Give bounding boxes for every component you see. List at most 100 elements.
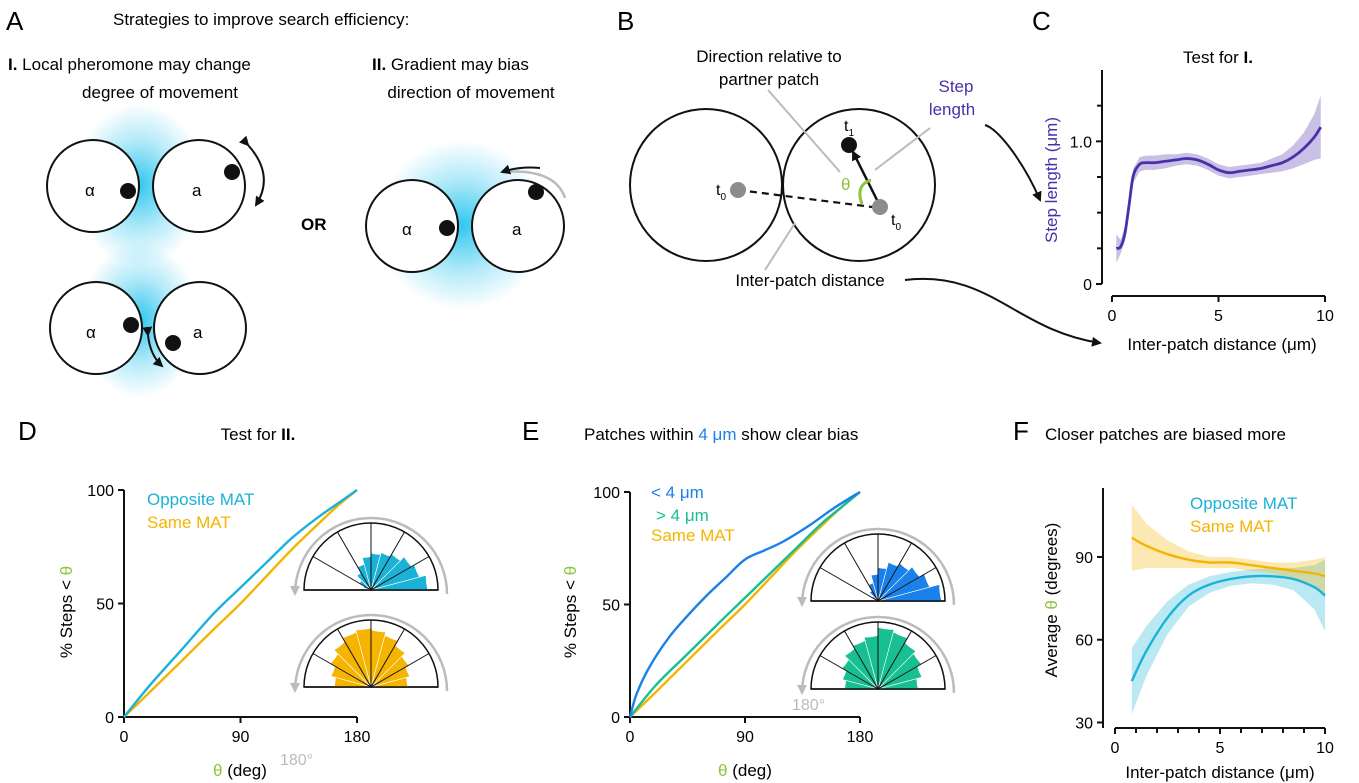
rose-spoke [877,630,912,690]
series-line-step [1115,126,1322,250]
patch-dot [224,164,240,180]
t1-label: t1 [844,118,854,139]
connector-arrow [904,277,1102,347]
rose-spoke [844,542,879,602]
panel-f-title: Closer patches are biased more [1045,425,1286,444]
step-arrow [851,150,882,207]
series-line-gt4 [629,491,861,718]
panel-label-c: C [1032,6,1051,36]
panel-d-x-label: θ (deg) [213,761,267,780]
panel-a: Strategies to improve search efficiency:… [8,10,567,398]
y-tick-label: 100 [593,485,620,502]
strategy-1-line-1: I. Local pheromone may change [8,55,251,74]
theta-label: θ [841,175,850,194]
rose-direction-arrow [290,613,449,693]
patch-dot [120,183,136,199]
x-tick-label: 10 [1316,308,1334,325]
rose-spoke [877,655,937,690]
series-line-same [123,489,358,718]
confidence-band [1131,504,1325,596]
rose-spoke [312,556,372,591]
x-tick-label: 10 [1316,740,1334,757]
position-t0 [730,182,746,198]
panel-e-x-label: θ (deg) [718,761,772,780]
directional-arrow [500,164,541,175]
direction-label-line-2: partner patch [719,70,819,89]
series-line-lt4 [628,490,861,718]
alpha-label: α [85,181,95,200]
legend-opposite-mat: Opposite MAT [147,490,254,509]
panel-c-title: Test for I. [1183,48,1253,67]
rose-spoke [337,628,372,688]
panel-label-e: E [522,416,539,446]
panel-c-x-label: Inter-patch distance (μm) [1127,335,1316,354]
rose-direction-arrow [290,516,449,596]
y-tick-label: 1.0 [1070,134,1092,151]
x-tick-label: 180 [847,729,874,746]
patch-dot [165,335,181,351]
rose-spoke [337,531,372,591]
rose-spoke [370,531,405,591]
a-label: a [193,323,203,342]
y-tick-label: 100 [87,483,114,500]
alpha-label: α [402,220,412,239]
panel-d-axes: 0 90 180 0 50 100 [87,483,449,746]
y-tick-label: 50 [96,597,114,614]
movement-arrow [238,135,265,207]
rose-spoke [312,653,372,688]
x-tick-label: 0 [120,729,129,746]
a-label: a [192,181,202,200]
strategy-1-line-2: degree of movement [82,83,238,102]
panel-label-d: D [18,416,37,446]
cell-alpha [46,139,140,233]
theta-arc [858,178,872,205]
movement-arrow [142,326,164,368]
panel-f-y-label: Average θ (degrees) [1042,523,1061,678]
strategy-2-line-2: direction of movement [387,83,555,102]
panel-e-axes: 0 90 180 0 50 100 [593,485,956,746]
step-label-line-2: length [929,100,975,119]
rose-spoke [819,567,879,602]
cell-left [629,108,783,262]
series-line-opposite [1130,574,1326,682]
series-line-opposite [123,489,358,718]
t0-label: t0 [716,182,726,203]
position-t0 [872,199,888,215]
panel-d: Test for II. 0 90 180 0 50 100 θ (deg) % Step… [57,425,449,780]
rose-spoke [370,653,430,688]
directional-arrow [501,170,567,199]
panel-c-y-label: Step length (μm) [1042,117,1061,243]
y-tick-label: 30 [1075,715,1093,732]
position-t1 [841,137,857,153]
cell-right [782,108,936,262]
legend-gt4: > 4 μm [656,506,709,525]
x-tick-label: 0 [626,729,635,746]
y-tick-label: 60 [1075,633,1093,650]
confidence-band [1131,559,1325,715]
panel-d-title: Test for II. [221,425,296,444]
x-tick-label: 0 [1111,740,1120,757]
y-tick-label: 0 [105,710,114,727]
legend-opposite-mat: Opposite MAT [1190,494,1297,513]
panel-e: Patches within 4 μm show clear bias 0 90 1… [561,425,956,780]
panel-label-f: F [1013,416,1029,446]
patch-dot [439,220,455,236]
panel-a-title: Strategies to improve search efficiency: [113,10,409,29]
y-tick-label: 90 [1075,550,1093,567]
step-label-line-1: Step [939,77,974,96]
rose-spoke [819,655,879,690]
inter-patch-label: Inter-patch distance [735,271,884,290]
y-tick-label: 0 [611,710,620,727]
pointer-line [874,127,931,171]
cell-a [471,179,565,273]
direction-label-line-1: Direction relative to [696,47,842,66]
panel-f-axes: 0 5 10 30 60 90 [1075,488,1334,757]
panel-label-b: B [617,6,634,36]
cell-alpha [49,281,143,375]
connector-arrow [984,124,1042,202]
legend-same-mat: Same MAT [651,526,735,545]
rose-direction-arrow [797,615,956,695]
rose-spoke [370,628,405,688]
pointer-line [764,222,796,271]
or-label: OR [301,215,327,234]
